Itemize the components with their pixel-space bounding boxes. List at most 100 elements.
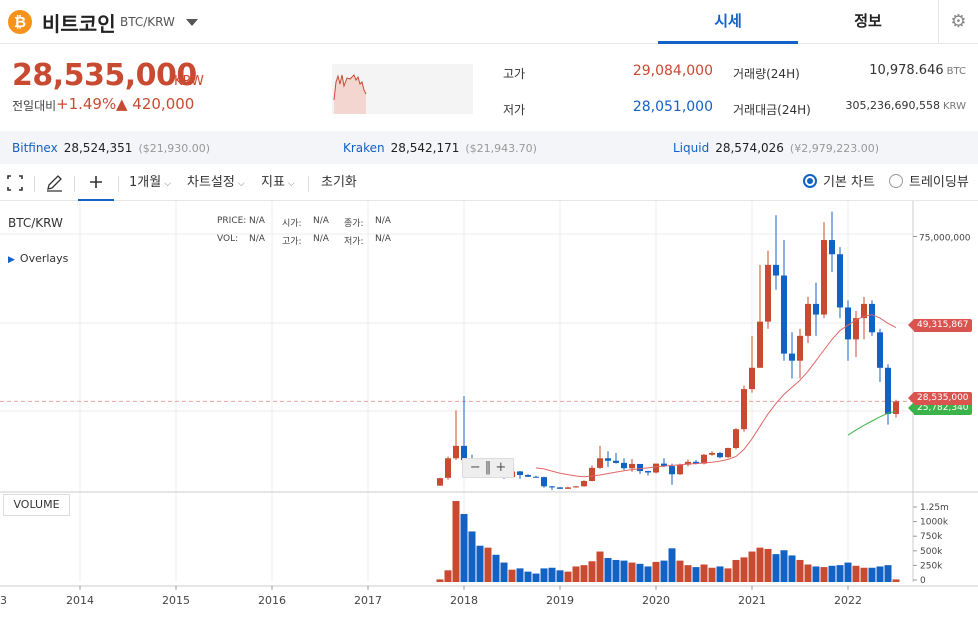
ma-short-tag: 25,782,340 (908, 402, 972, 415)
volume-bar (436, 579, 444, 582)
candle-body (629, 463, 635, 469)
volume-bar (676, 560, 684, 582)
price-chart[interactable]: 75,000,000 1.25m 1000k 750k 500k 250k 0 3 2014 20… (0, 201, 978, 620)
fullscreen-icon[interactable] (6, 166, 26, 201)
gear-icon[interactable]: ⚙ (938, 0, 978, 44)
tab-info[interactable]: 정보 (854, 12, 882, 30)
coin-pair[interactable]: BTC/KRW (120, 15, 175, 29)
header-bar: ₿ 비트코인 BTC/KRW 시세 정보 ⚙ (0, 0, 978, 44)
legend-open-label: 시가: (282, 219, 302, 229)
time-axis-tick-label: 2017 (354, 594, 382, 607)
volume-bar (820, 567, 828, 582)
coin-dropdown-icon[interactable] (186, 19, 198, 26)
basic-chart-label: 기본 차트 (823, 175, 875, 190)
time-axis-tick-label: 2021 (738, 594, 766, 607)
candle-body (805, 303, 811, 336)
radio-selected-icon (803, 174, 817, 188)
volume-bar (708, 567, 716, 582)
candle-body (437, 478, 443, 486)
time-axis-tick-label: 2015 (162, 594, 190, 607)
volume-axis-tick-label: 1000k (920, 518, 949, 528)
mini-sparkline-chart (332, 64, 473, 114)
candle-body (581, 480, 587, 487)
exchange-alt-price: (¥2,979,223.00) (789, 142, 879, 155)
volume-bar (796, 559, 804, 582)
reset-button[interactable]: 초기화 (321, 175, 357, 190)
amount-24h-label: 거래대금(24H) (733, 103, 811, 117)
exchange-name[interactable]: Liquid (673, 141, 710, 155)
exchange-bitfinex[interactable]: Bitfinex 28,524,351 ($21,930.00) (12, 141, 210, 155)
candle-body (557, 487, 563, 489)
candle-body (821, 240, 827, 315)
legend-low-value: N/A (375, 234, 391, 244)
moving-average-long-line (535, 314, 897, 478)
interval-label: 1개월 (129, 175, 162, 190)
volume-bar (460, 513, 468, 582)
candle-body (853, 318, 859, 340)
legend-open-value: N/A (313, 216, 329, 226)
candle-body (717, 452, 723, 458)
volume-bar (660, 560, 668, 582)
chart-settings-dropdown[interactable]: 차트설정 ⌵ (187, 166, 245, 201)
volume-axis-tick-label: 1.25m (920, 503, 949, 513)
volume-bar (452, 501, 460, 582)
candle-body (685, 461, 691, 465)
ma-long-tag: 49,315,867 (908, 319, 972, 332)
exchange-kraken[interactable]: Kraken 28,542,171 ($21,943.70) (343, 141, 537, 155)
crosshair-icon[interactable] (78, 166, 114, 201)
overlays-toggle[interactable]: Overlays (8, 252, 69, 265)
volume-bar (860, 567, 868, 582)
indicators-dropdown[interactable]: 지표 ⌵ (261, 166, 295, 201)
candle-body (653, 463, 659, 473)
volume-bar (484, 547, 492, 582)
low-label: 저가 (503, 103, 526, 117)
exchange-name[interactable]: Bitfinex (12, 141, 58, 155)
volume-bar (876, 566, 884, 582)
tradingview-radio[interactable]: 트레이딩뷰 (889, 166, 969, 201)
legend-price-value: N/A (249, 216, 265, 226)
volume-bar (724, 568, 732, 582)
exchange-liquid[interactable]: Liquid 28,574,026 (¥2,979,223.00) (673, 141, 879, 155)
zoom-controls[interactable]: − ‖ + (462, 458, 514, 478)
coin-name[interactable]: 비트코인 (42, 12, 116, 36)
candle-body (701, 454, 707, 464)
candle-body (453, 445, 459, 459)
last-price-tag: 28,535,000 (908, 392, 972, 405)
volume-bar (588, 561, 596, 582)
volume-bar (740, 557, 748, 582)
legend-low-label: 저가: (344, 237, 364, 247)
interval-dropdown[interactable]: 1개월 ⌵ (129, 166, 171, 201)
volume-bar (812, 566, 820, 582)
volume-axis-tick-label: 750k (920, 532, 943, 542)
volume-bar (732, 559, 740, 582)
basic-chart-radio[interactable]: 기본 차트 (803, 166, 875, 201)
volume-bar (892, 579, 900, 582)
change-amount: ▲ 420,000 (116, 95, 195, 113)
bitcoin-logo-icon: ₿ (8, 10, 32, 34)
tradingview-label: 트레이딩뷰 (909, 175, 969, 190)
candle-body (693, 461, 699, 464)
candle-body (709, 452, 715, 455)
chevron-down-icon: ⌵ (164, 179, 172, 189)
volume-bar (684, 565, 692, 582)
volume-bar (596, 551, 604, 582)
candle-body (877, 332, 883, 368)
exchange-name[interactable]: Kraken (343, 141, 385, 155)
volume-bar (828, 565, 836, 582)
volume-24h-value: 10,978.646 (869, 63, 944, 78)
candle-body (621, 462, 627, 469)
candle-body (837, 254, 843, 308)
legend-high-label: 고가: (282, 237, 302, 247)
volume-bar (764, 548, 772, 582)
high-label: 고가 (503, 67, 526, 81)
candle-body (645, 471, 651, 473)
pencil-icon[interactable] (44, 166, 66, 201)
candle-body (797, 335, 803, 361)
legend-high-value: N/A (313, 234, 329, 244)
candle-body (677, 464, 683, 475)
time-axis-tick-label: 2022 (834, 594, 862, 607)
volume-bar (508, 569, 516, 582)
current-price: 28,535,000 (12, 58, 197, 93)
volume-bar (628, 562, 636, 582)
tab-market[interactable]: 시세 (658, 0, 798, 44)
